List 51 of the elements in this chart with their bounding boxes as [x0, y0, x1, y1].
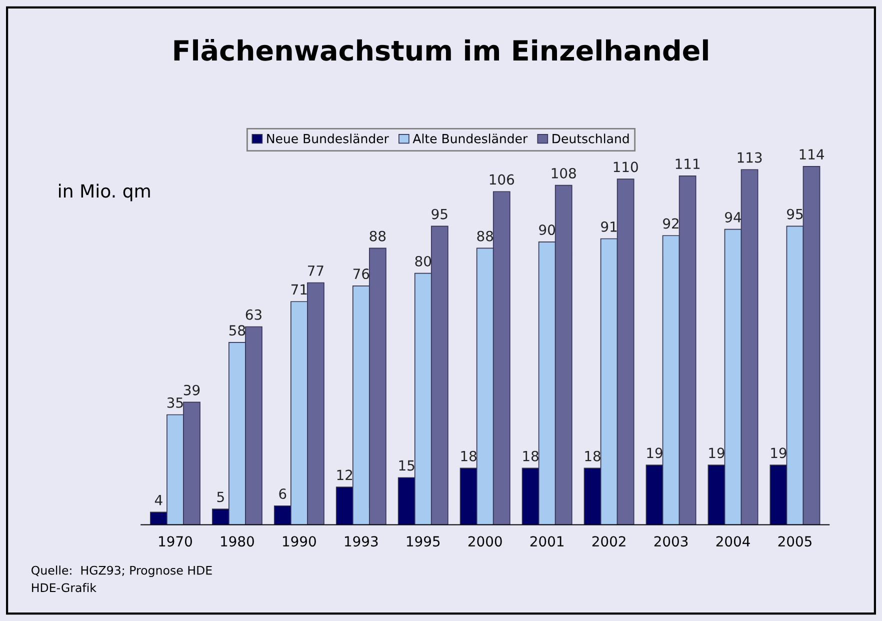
- x-tick-label: 2004: [716, 536, 750, 547]
- data-label: 18: [585, 450, 600, 462]
- data-label: 19: [647, 448, 662, 458]
- data-label: 95: [432, 208, 448, 220]
- data-label: 4: [154, 494, 162, 506]
- data-label: 113: [738, 152, 762, 163]
- data-label: 18: [461, 450, 476, 462]
- y-axis-title: in Mio. qm: [59, 184, 150, 202]
- data-label: 76: [353, 268, 370, 280]
- data-label: 92: [663, 218, 678, 229]
- source-note: Quelle: HGZ93; Prognose HDE: [32, 566, 212, 578]
- legend-label: Deutschland: [552, 134, 629, 144]
- x-tick-label: 1980: [221, 536, 254, 547]
- x-tick-label: 1993: [344, 536, 378, 547]
- data-label: 80: [415, 256, 432, 266]
- x-tick-label: 2002: [592, 536, 626, 547]
- data-label: 95: [787, 208, 803, 220]
- data-label: 88: [477, 230, 493, 242]
- data-label: 58: [229, 325, 246, 336]
- x-tick-label: 2005: [778, 536, 812, 547]
- x-tick-label: 2000: [468, 536, 502, 547]
- data-label: 88: [370, 230, 386, 242]
- data-label: 111: [676, 158, 700, 169]
- data-label: 5: [217, 492, 224, 502]
- data-label: 15: [399, 460, 414, 471]
- x-tick-label: 2001: [530, 536, 564, 547]
- x-tick-label: 1995: [406, 536, 440, 547]
- x-tick-label: 1990: [283, 536, 316, 547]
- data-label: 19: [771, 448, 786, 458]
- data-label: 39: [184, 384, 200, 396]
- data-label: 77: [308, 266, 324, 276]
- data-label: 35: [167, 397, 183, 408]
- data-label: 91: [601, 221, 617, 232]
- data-label: 19: [709, 448, 724, 458]
- data-label: 12: [337, 470, 352, 480]
- x-tick-label: 1970: [159, 536, 192, 547]
- data-label: 94: [725, 212, 742, 222]
- data-label: 106: [490, 174, 514, 185]
- legend-label: Neue Bundesländer: [267, 134, 389, 144]
- data-label: 90: [539, 224, 555, 236]
- data-label: 6: [279, 488, 286, 500]
- data-label: 110: [614, 162, 638, 172]
- legend-label: Alte Bundesländer: [412, 134, 528, 144]
- data-label: 63: [246, 309, 262, 320]
- data-label: 18: [523, 450, 538, 462]
- data-label: 71: [291, 284, 307, 295]
- text: HDE-Grafik: [32, 582, 96, 592]
- chart-title: Flächenwachstum im Einzelhandel: [174, 38, 708, 61]
- data-label: 114: [800, 149, 824, 160]
- x-tick-label: 2003: [654, 536, 688, 547]
- data-label: 108: [552, 168, 576, 178]
